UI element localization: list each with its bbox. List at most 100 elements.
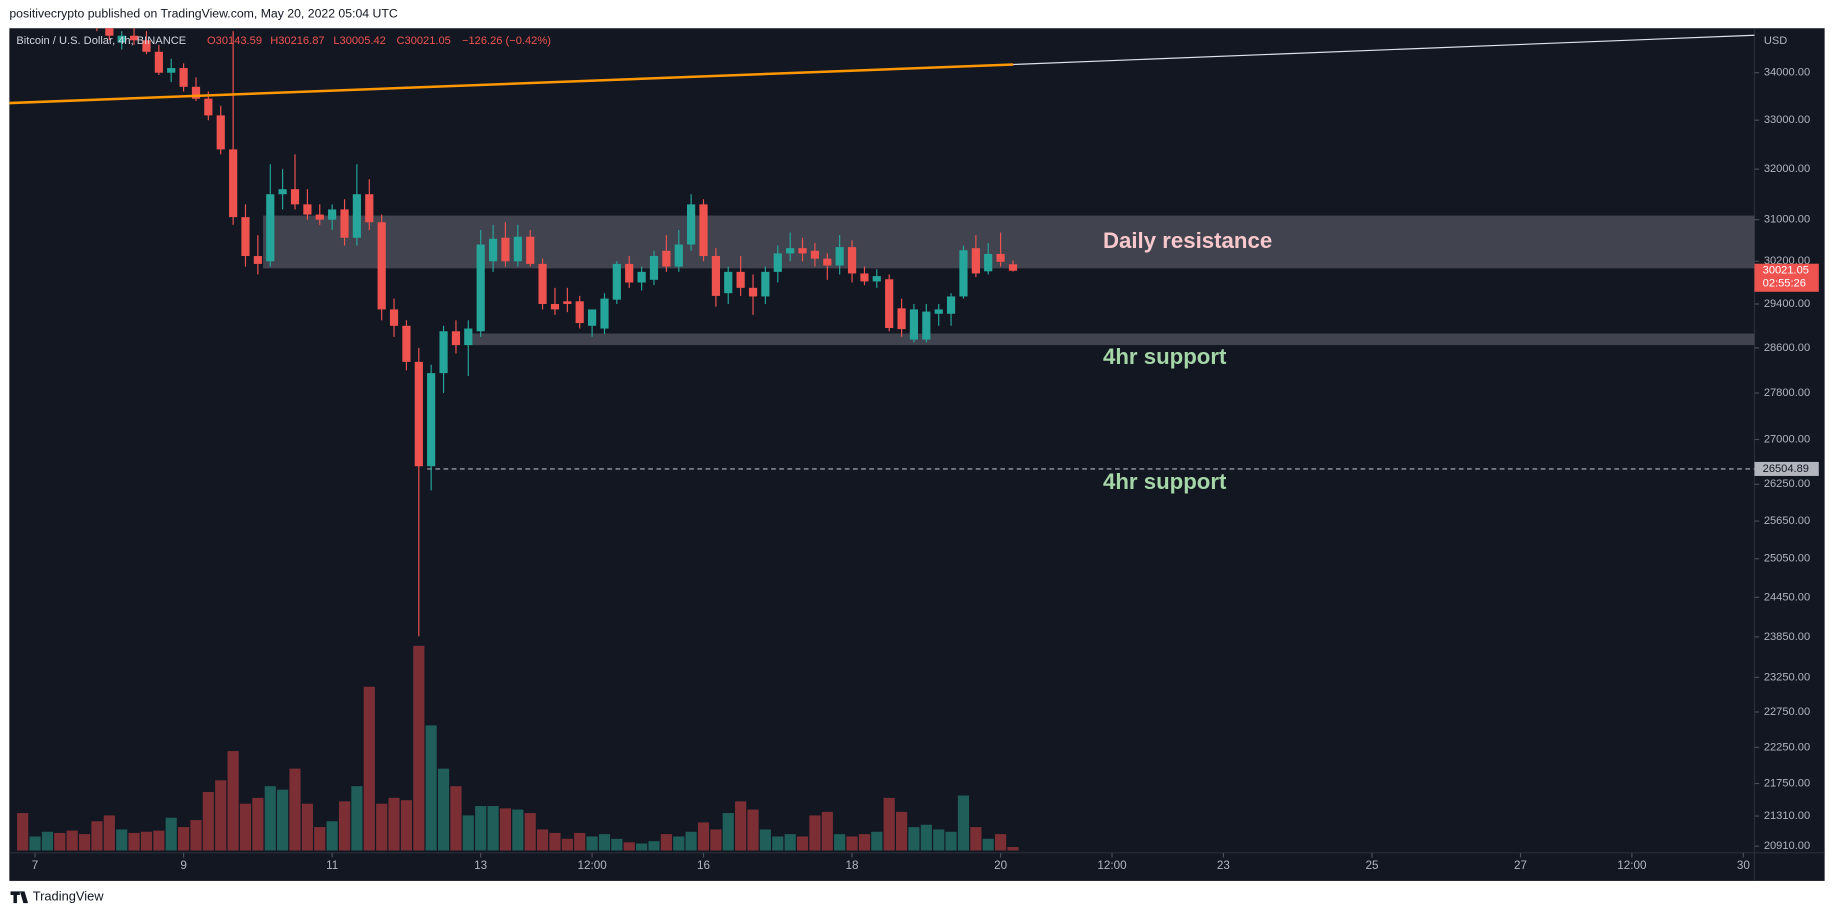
candle-body <box>575 301 584 324</box>
volume-bar <box>499 808 512 851</box>
volume-bar <box>202 792 214 851</box>
price-zone <box>468 333 1755 346</box>
candle-body <box>748 287 758 297</box>
volume-bar <box>970 827 982 851</box>
volume-bar <box>17 813 29 851</box>
candle-body <box>637 271 646 283</box>
level-label-box <box>1754 461 1819 476</box>
candle-body <box>761 271 770 297</box>
volume-bar <box>598 834 611 851</box>
overlay: 34000.00 33000.00 32000.00 31000.00 30200.00… <box>32 67 1819 872</box>
candle-body <box>179 68 188 87</box>
volume-bar <box>215 780 227 851</box>
candle-body <box>934 309 943 314</box>
volume-bar <box>338 801 351 851</box>
candle-body <box>105 28 114 36</box>
volume-bar <box>326 821 338 851</box>
volume-bar <box>462 815 474 851</box>
candle-body <box>612 263 621 300</box>
y-tick-label: 28600.00 <box>1764 342 1810 354</box>
volume-bar <box>450 786 462 851</box>
candle-body <box>996 253 1005 262</box>
volume-bar <box>871 831 883 851</box>
candle-body <box>860 273 869 282</box>
candle-body <box>389 309 399 326</box>
y-unit: USD <box>1764 35 1787 47</box>
volume-bar <box>846 836 858 851</box>
candle-body <box>625 263 634 283</box>
volume-bar <box>982 838 994 851</box>
candle-body <box>129 35 139 41</box>
x-tick-label: 9 <box>180 859 187 872</box>
volume-bar <box>536 829 549 851</box>
candle-body <box>600 298 609 329</box>
candle-body <box>959 250 968 297</box>
candle-body <box>674 244 683 267</box>
volume-bar <box>29 836 41 851</box>
volume-bar <box>153 830 165 851</box>
x-tick-label: 12:00 <box>1097 859 1127 872</box>
x-tick-label: 30 <box>1737 859 1751 872</box>
volume-bar <box>252 797 264 851</box>
candle-body <box>340 209 349 238</box>
volume-bar <box>735 801 747 851</box>
candle-body <box>872 276 881 282</box>
volume-bar <box>41 831 54 851</box>
candle-body <box>266 194 275 262</box>
y-tick-label: 25050.00 <box>1764 553 1810 565</box>
y-tick-label: 27000.00 <box>1764 433 1810 445</box>
volume-bar <box>487 806 499 851</box>
candle-body <box>513 236 522 262</box>
candle-body <box>451 331 461 346</box>
volume-bar <box>883 797 895 851</box>
x-tick-label: 13 <box>474 859 487 872</box>
candle-body <box>303 204 312 215</box>
x-tick-label: 20 <box>994 859 1008 872</box>
volume-bar <box>388 797 400 851</box>
candle-body <box>414 361 423 467</box>
x-tick-label: 25 <box>1365 859 1379 872</box>
price-label: 30021.05 <box>1763 265 1809 277</box>
footer: TradingView <box>33 889 104 904</box>
footer-logo: TradingView <box>10 889 104 904</box>
candle-body <box>365 194 374 223</box>
volume-bar <box>79 834 91 851</box>
candle-body <box>699 204 708 257</box>
volume-bar <box>301 803 313 851</box>
candle-body <box>241 217 250 257</box>
volume-bar <box>140 831 153 851</box>
candle-body <box>142 40 151 52</box>
volume-bar <box>772 836 784 851</box>
level-label: 26504.89 <box>1763 463 1809 475</box>
volume-bar <box>475 806 487 851</box>
volume-bar <box>103 815 115 851</box>
logo-mark <box>10 891 29 904</box>
legend-title: Bitcoin / U.S. Dollar, 4h, BINANCE <box>16 35 186 47</box>
volume-bar <box>908 827 920 851</box>
volume-bar <box>1007 846 1019 851</box>
volume-bar <box>314 827 326 851</box>
volume-bar <box>995 834 1007 851</box>
candle-body <box>154 51 163 73</box>
volume-bar <box>809 815 821 851</box>
price-label-box <box>1754 263 1819 292</box>
candle-body <box>290 189 300 205</box>
volume-bar <box>858 834 871 851</box>
candle-body <box>191 86 201 99</box>
volume-bar <box>512 809 524 851</box>
candle-body <box>216 115 225 150</box>
candle-body <box>922 311 931 340</box>
candle-body <box>588 309 597 326</box>
volume-bar <box>673 836 685 851</box>
y-tick-label: 27800.00 <box>1764 387 1810 399</box>
candle-body <box>167 68 176 73</box>
candle-body <box>909 309 919 340</box>
y-tick-label: 26250.00 <box>1764 478 1810 490</box>
candle-body <box>489 238 498 262</box>
volume-bar <box>54 832 66 851</box>
x-tick-label: 16 <box>697 859 710 872</box>
candle-body <box>427 373 436 467</box>
y-tick-label: 29400.00 <box>1764 298 1810 310</box>
candle-body <box>946 296 956 314</box>
candle-body <box>835 247 844 266</box>
